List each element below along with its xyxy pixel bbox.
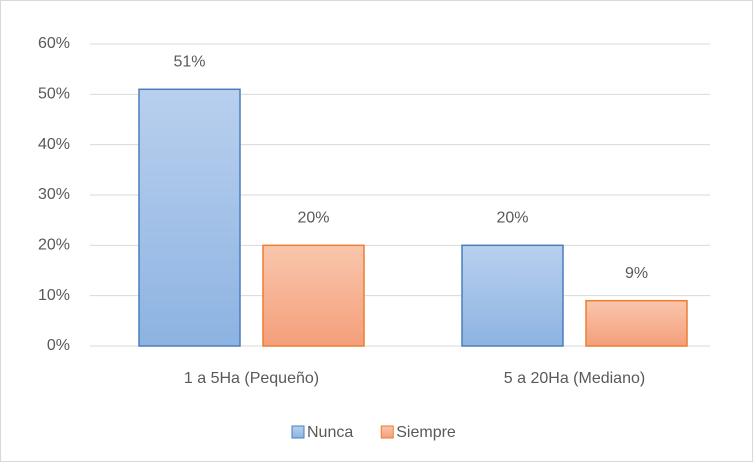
y-tick-label: 20% [38,237,70,254]
value-label: 20% [297,210,329,227]
bar [585,299,688,347]
y-tick-label: 0% [47,337,70,354]
legend-label: Nunca [307,424,353,441]
value-label: 9% [625,265,648,282]
y-tick-label: 50% [38,86,70,103]
legend-label: Siempre [396,424,456,441]
bar [138,88,241,347]
bar [461,244,564,347]
y-tick-label: 30% [38,186,70,203]
y-tick-label: 40% [38,136,70,153]
legend-swatch [380,425,394,439]
y-tick-label: 10% [38,287,70,304]
x-tick-label: 1 a 5Ha (Pequeño) [184,370,319,387]
value-label: 51% [173,54,205,71]
x-tick-label: 5 a 20Ha (Mediano) [504,370,645,387]
legend-swatch [291,425,305,439]
value-label: 20% [496,210,528,227]
bar [262,244,365,347]
y-tick-label: 60% [38,35,70,52]
